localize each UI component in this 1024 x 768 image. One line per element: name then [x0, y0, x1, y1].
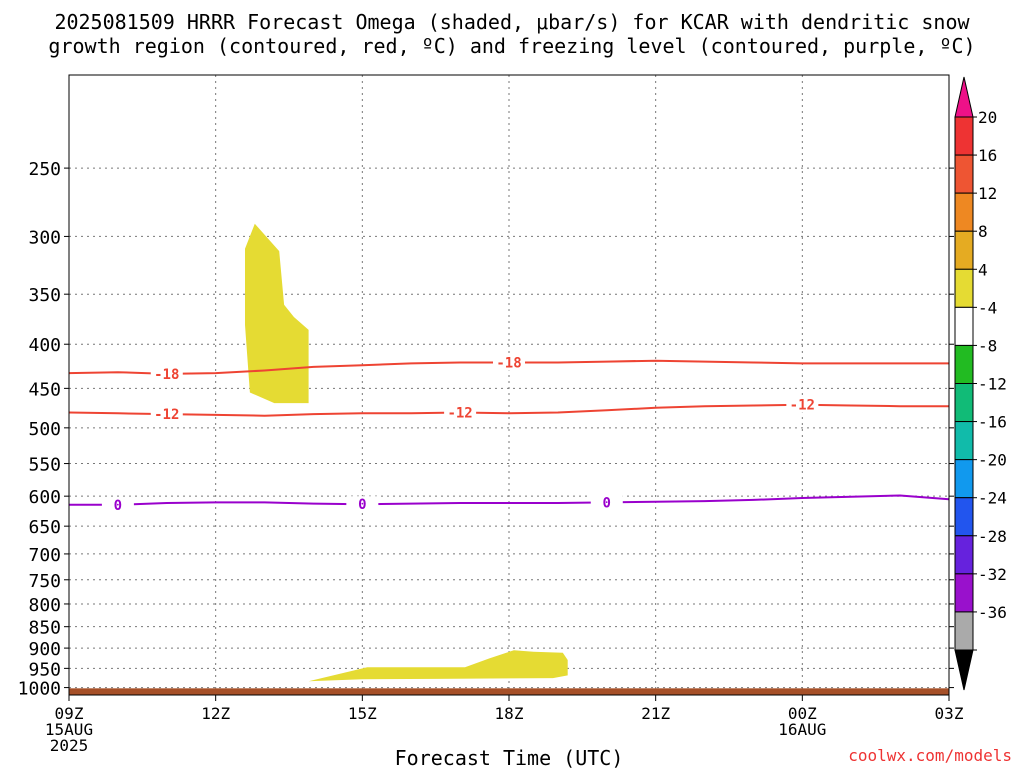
y-tick-label: 750	[28, 571, 61, 592]
x-tick-label: 03Z	[935, 704, 964, 723]
contour-label: 0	[603, 495, 611, 511]
contour-label-bg	[444, 404, 477, 421]
colorbar-label: 4	[978, 260, 988, 279]
x-tick-label-line: 12Z	[201, 704, 230, 723]
contour-line	[69, 494, 950, 506]
x-tick-label: 18Z	[495, 704, 524, 723]
x-tick-label-line: 18Z	[495, 704, 524, 723]
colorbar-label: -32	[978, 565, 1007, 584]
y-tick-label: 950	[28, 659, 61, 680]
x-tick-label: 09Z 15AUG 2025	[45, 704, 93, 755]
y-tick-label: 1000	[18, 679, 61, 700]
y-tick-label: 700	[28, 545, 61, 566]
x-tick-label-line: 09Z	[55, 704, 84, 723]
colorbar-label: -24	[978, 489, 1007, 508]
x-tick-label-line: 03Z	[935, 704, 964, 723]
colorbar-label: -20	[978, 451, 1007, 470]
contour-label-bg	[590, 494, 623, 511]
colorbar-label: -4	[978, 298, 997, 317]
y-tick-label: 400	[28, 335, 61, 356]
x-tick-label: 21Z	[641, 704, 670, 723]
colorbar-swatch	[954, 230, 974, 270]
omega-shaded-region	[308, 650, 568, 682]
colorbar-swatch	[954, 497, 974, 537]
colorbar-swatch	[954, 611, 974, 651]
colorbar-label: -36	[978, 603, 1007, 622]
terrain-fill	[69, 688, 949, 695]
x-tick-label: 15Z	[348, 704, 377, 723]
colorbar-swatch	[954, 383, 974, 423]
y-tick-label: 300	[28, 227, 61, 248]
contour-label-bg	[150, 365, 183, 382]
y-tick-label: 500	[28, 419, 61, 440]
contour-lines: -18 -18 -12 -12 -12 0 0 0	[68, 354, 950, 514]
contour-label: 0	[114, 498, 122, 514]
contour-label: -18	[154, 367, 179, 383]
x-tick-label-line: 15AUG	[45, 720, 93, 739]
contour-label-bg	[786, 396, 819, 413]
chart-title-line-1: 2025081509 HRRR Forecast Omega (shaded, …	[54, 10, 970, 34]
colorbar-swatch	[954, 306, 974, 346]
x-tick-label-line: 21Z	[641, 704, 670, 723]
colorbar-swatch	[954, 154, 974, 194]
y-axis-ticks: 2503003504004505005506006507007508008509…	[18, 159, 954, 700]
credit-link[interactable]: coolwx.com/models	[848, 746, 1012, 765]
contour-label: -12	[154, 407, 179, 423]
y-tick-label: 350	[28, 285, 61, 306]
y-tick-label: 850	[28, 618, 61, 639]
x-axis-label: Forecast Time (UTC)	[395, 746, 624, 768]
contour-label-bg	[150, 406, 183, 423]
omega-shaded-region	[245, 223, 309, 404]
colorbar-label: 12	[978, 184, 997, 203]
contour-label: -18	[496, 356, 521, 372]
contour-label-bg	[101, 496, 134, 513]
contour-label: 0	[358, 497, 366, 513]
colorbar-swatch	[954, 268, 974, 308]
colorbar-label: 8	[978, 222, 988, 241]
colorbar-label: -8	[978, 336, 997, 355]
colorbar-label: 16	[978, 146, 997, 165]
colorbar-label: -12	[978, 375, 1007, 394]
omega-shading	[245, 223, 568, 682]
colorbar-swatch	[954, 344, 974, 384]
colorbar-label: -16	[978, 413, 1007, 432]
colorbar: 20 16 12 8 4 -4 -8 -12 -16 -20 -24 -28 -32 -36	[954, 76, 1007, 691]
y-tick-label: 250	[28, 159, 61, 180]
colorbar-swatch	[954, 192, 974, 232]
y-tick-label: 550	[28, 455, 61, 476]
x-axis-ticks: 09Z 15AUG 2025 12Z 15Z 18Z 21Z 00Z 16AUG 03Z	[45, 695, 964, 755]
x-tick-label: 12Z	[201, 704, 230, 723]
y-tick-label: 600	[28, 487, 61, 508]
y-tick-label: 900	[28, 639, 61, 660]
y-tick-label: 450	[28, 379, 61, 400]
colorbar-swatch	[954, 421, 974, 461]
chart-title-line-2: growth region (contoured, red, ºC) and f…	[48, 34, 975, 58]
contour-label: -12	[447, 406, 472, 422]
x-tick-label: 00Z 16AUG	[778, 704, 826, 739]
x-tick-label-line: 16AUG	[778, 720, 826, 739]
colorbar-label: -28	[978, 527, 1007, 546]
colorbar-arrow-bottom	[954, 649, 974, 691]
colorbar-swatch	[954, 573, 974, 613]
y-tick-label: 800	[28, 595, 61, 616]
terrain-band	[69, 688, 949, 695]
colorbar-label: 20	[978, 108, 997, 127]
x-tick-label-line: 00Z	[788, 704, 817, 723]
colorbar-swatch	[954, 459, 974, 499]
x-tick-label-line: 2025	[50, 736, 89, 755]
contour-label-bg	[493, 354, 525, 371]
colorbar-swatch	[954, 535, 974, 575]
colorbar-swatch	[954, 116, 974, 156]
contour-label-bg	[346, 496, 379, 513]
contour-label: -12	[790, 398, 815, 414]
x-tick-label-line: 15Z	[348, 704, 377, 723]
y-tick-label: 650	[28, 517, 61, 538]
